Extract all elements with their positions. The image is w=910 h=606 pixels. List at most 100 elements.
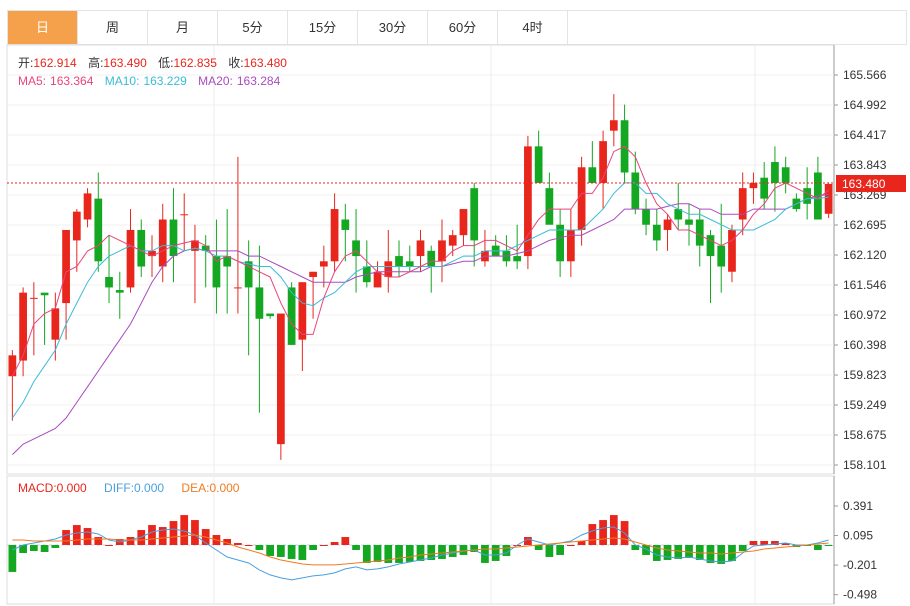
candle-body: [609, 120, 618, 131]
candle-body: [803, 188, 812, 204]
macd-tick-label: 0.095: [843, 529, 873, 543]
macd-bar: [481, 545, 489, 563]
candle-body: [395, 256, 403, 267]
macd-bar: [384, 545, 393, 563]
macd-lines: [12, 526, 829, 581]
tab-60min[interactable]: 60分: [428, 11, 498, 44]
price-tick-label: 158.101: [843, 458, 887, 472]
macd-bar: [352, 545, 360, 550]
candle-body: [513, 256, 522, 262]
tab-day[interactable]: 日: [8, 11, 78, 44]
macd-bar: [158, 527, 167, 545]
close-value: 163.480: [244, 56, 288, 70]
candle-body: [566, 229, 575, 262]
candle-body: [341, 219, 350, 230]
macd-bar: [83, 528, 92, 545]
price-tick-label: 164.417: [843, 128, 887, 142]
tab-week[interactable]: 周: [78, 11, 148, 44]
price-tick-label: 158.675: [843, 428, 887, 442]
macd-bar: [180, 515, 189, 545]
candle-body: [588, 167, 597, 183]
candle-body: [19, 292, 27, 361]
candle-body: [470, 188, 479, 241]
candle-body: [599, 141, 607, 183]
macd-bar: [609, 515, 618, 545]
macd-bar: [416, 545, 425, 561]
moving-average-lines: [11, 145, 829, 455]
macd-bar: [470, 545, 479, 552]
candle-body: [674, 209, 683, 220]
candle-body: [62, 229, 70, 304]
macd-bar: [341, 537, 350, 545]
price-axis: 165.566164.992164.417163.843163.269162.6…: [834, 68, 887, 472]
macd-bar: [524, 537, 532, 545]
macd-bar: [362, 545, 371, 563]
tab-15min[interactable]: 15分: [288, 11, 358, 44]
candle-body: [83, 193, 92, 220]
macd-bar: [814, 545, 822, 550]
candle-body: [524, 146, 532, 257]
low-label: 低:: [158, 56, 173, 70]
price-tick-label: 159.249: [843, 398, 887, 412]
macd-bar: [244, 545, 253, 546]
candle-body: [137, 229, 146, 267]
tab-30min[interactable]: 30分: [358, 11, 428, 44]
ma-readout: MA5: 163.364 MA10: 163.229 MA20: 163.284: [18, 74, 281, 88]
candle-body: [298, 282, 307, 340]
macd-bar: [556, 545, 564, 555]
macd-bar: [502, 545, 511, 556]
candle-body: [234, 287, 242, 289]
candle-body: [824, 183, 833, 214]
ma5-line: [11, 145, 829, 377]
macd-bar: [62, 530, 70, 545]
ma5-value: 163.364: [50, 74, 94, 88]
candle-body: [158, 219, 167, 267]
candle-body: [459, 209, 468, 236]
price-tick-label: 163.843: [843, 158, 887, 172]
macd-bar: [298, 545, 307, 560]
candle-body: [277, 313, 285, 445]
macd-bar: [40, 545, 49, 552]
macd-bar: [405, 545, 414, 562]
macd-bar: [319, 545, 328, 546]
tab-5min[interactable]: 5分: [218, 11, 288, 44]
ohlc-readout: 开:162.914 高:163.490 低:162.835 收:163.480: [18, 55, 287, 70]
candle-body: [180, 214, 189, 216]
macd-bar: [29, 545, 38, 551]
candle-body: [438, 240, 446, 262]
candle-body: [545, 188, 554, 225]
macd-bar: [169, 521, 178, 545]
macd-bar: [642, 545, 650, 555]
macd-bar: [309, 545, 317, 550]
candle-body: [51, 308, 60, 340]
candle-body: [223, 256, 232, 267]
macd-bar: [631, 545, 640, 550]
macd-histogram: [8, 515, 833, 572]
dea-line: [12, 534, 829, 566]
grid-lines: [6, 44, 835, 605]
macd-bar: [706, 545, 715, 563]
candle-body: [169, 219, 178, 257]
macd-bar: [255, 545, 264, 550]
tab-4hour[interactable]: 4时: [498, 11, 568, 44]
macd-bar: [771, 541, 779, 545]
ma10-value: 163.229: [143, 74, 187, 88]
candle-body: [534, 146, 543, 183]
dea-value: 0.000: [209, 481, 239, 495]
macd-bar: [373, 545, 382, 562]
tab-month[interactable]: 月: [148, 11, 218, 44]
candle-body: [663, 219, 672, 230]
macd-bar: [72, 525, 81, 545]
candle-body: [94, 198, 103, 262]
macd-bar: [94, 537, 103, 545]
macd-bar: [395, 545, 403, 563]
macd-bar: [223, 539, 232, 545]
price-tick-label: 159.823: [843, 368, 887, 382]
candle-body: [695, 219, 704, 246]
macd-bar: [126, 537, 135, 545]
ma20-line: [12, 193, 829, 455]
low-value: 162.835: [174, 56, 218, 70]
macd-bar: [577, 541, 586, 545]
price-tick-label: 160.972: [843, 308, 887, 322]
